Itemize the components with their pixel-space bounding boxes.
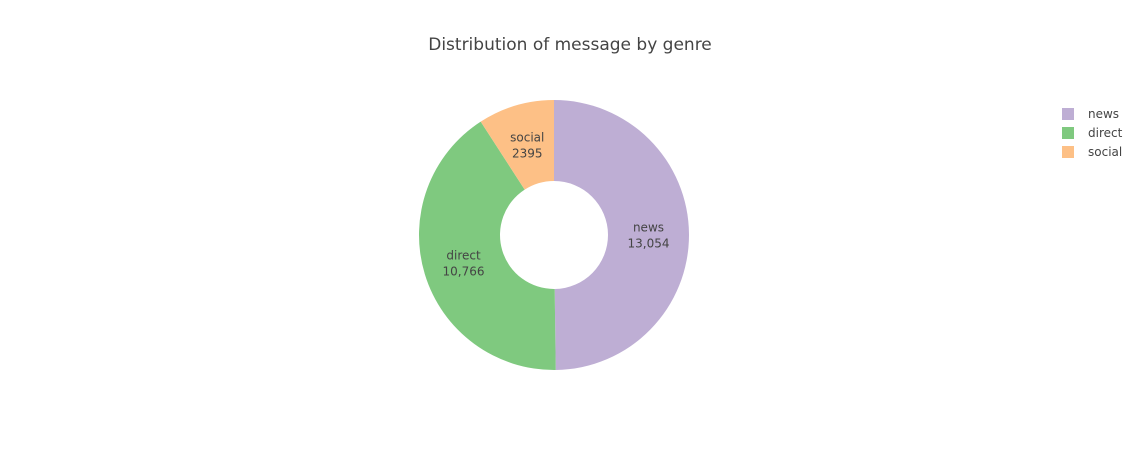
slice-label-direct: direct 10,766 (443, 248, 485, 278)
slice-direct[interactable] (418, 121, 556, 370)
legend-swatch-social (1062, 146, 1074, 158)
slice-label-social: social 2395 (510, 130, 544, 160)
legend-label-social: social (1088, 145, 1122, 159)
slice-label-news: news 13,054 (627, 220, 669, 250)
slice-social[interactable] (480, 100, 554, 190)
legend[interactable]: news direct social (1062, 107, 1123, 159)
chart-title: Distribution of message by genre (428, 35, 712, 55)
legend-item-social[interactable]: social (1062, 145, 1122, 159)
legend-label-news: news (1088, 107, 1119, 121)
legend-swatch-direct (1062, 127, 1074, 139)
legend-item-direct[interactable]: direct (1062, 126, 1123, 140)
slices-group (418, 100, 689, 370)
slice-news[interactable] (554, 100, 689, 370)
legend-swatch-news (1062, 108, 1074, 120)
slice-labels-group: news 13,054 direct 10,766 social 2395 (443, 130, 670, 278)
legend-item-news[interactable]: news (1062, 107, 1119, 121)
legend-label-direct: direct (1088, 126, 1123, 140)
